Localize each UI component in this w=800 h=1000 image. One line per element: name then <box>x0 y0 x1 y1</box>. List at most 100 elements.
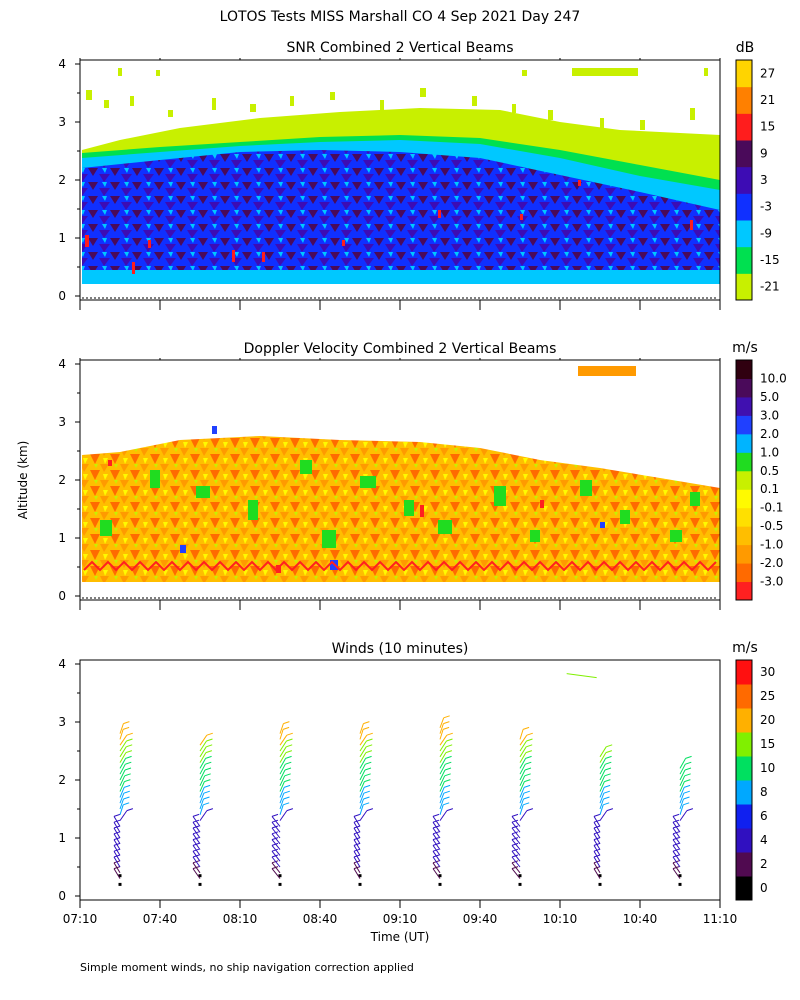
wind-barb <box>432 833 441 845</box>
wind-profile <box>353 721 374 886</box>
wind-barb <box>353 821 361 833</box>
y-tick-label: 4 <box>58 357 66 371</box>
wind-barb-flag <box>362 726 370 730</box>
y-tick-label: 3 <box>58 115 66 129</box>
wind-barb <box>199 781 205 792</box>
colorbar-swatch <box>736 452 752 472</box>
wind-barb <box>279 763 286 775</box>
wind-barb-flag <box>432 813 440 817</box>
wind-barb <box>672 816 681 827</box>
wind-barb-flag <box>444 767 452 771</box>
wind-barb-flag <box>204 767 212 771</box>
wind-barb <box>519 752 527 763</box>
wind-barb-flag <box>123 784 131 788</box>
wind-barb-flag <box>526 744 533 748</box>
wind-barb-flag <box>522 726 530 730</box>
wind-barb-flag <box>523 796 530 800</box>
colorbar-tick-label: 15 <box>760 120 775 134</box>
wind-barb <box>519 781 525 792</box>
wind-barb-flag <box>446 738 453 742</box>
wind-barb <box>119 769 126 781</box>
wind-barb <box>679 798 684 810</box>
colorbar-tick-label: 2.0 <box>760 427 779 441</box>
wind-barb-flag <box>192 813 200 817</box>
wind-barb <box>199 775 206 787</box>
snr-core-layer <box>82 150 720 270</box>
wind-barb-flag <box>684 767 692 771</box>
wind-barb <box>439 787 445 798</box>
wind-barb <box>359 804 364 815</box>
wind-barb <box>279 758 287 769</box>
wind-profile <box>511 726 534 886</box>
doppler-ground-clutter <box>83 560 717 572</box>
wind-barb-flag <box>525 750 533 754</box>
wind-barb <box>271 845 281 856</box>
wind-barb <box>432 821 441 833</box>
colorbar-tick-label: 15 <box>760 737 775 751</box>
wind-barb <box>119 723 124 734</box>
wind-barb <box>359 752 367 763</box>
wind-barb-flag <box>271 831 279 835</box>
wind-barb <box>439 758 447 769</box>
colorbar-swatch <box>736 660 752 685</box>
doppler-panel: Doppler Velocity Combined 2 Vertical Bea… <box>58 340 787 610</box>
doppler-colorbar-unit: m/s <box>732 340 758 356</box>
surface-marker <box>118 882 122 886</box>
wind-barb <box>439 729 444 740</box>
wind-barb-flag <box>523 802 530 806</box>
wind-barb <box>359 763 366 775</box>
y-tick-label: 0 <box>58 589 66 603</box>
wind-barb <box>271 833 281 845</box>
wind-barb-flag <box>271 819 279 823</box>
surface-marker <box>598 882 602 886</box>
surface-marker <box>358 882 362 886</box>
wind-barb-flag <box>443 784 451 788</box>
wind-barb <box>511 845 521 856</box>
wind-barb-flag <box>203 802 210 806</box>
colorbar-swatch <box>736 708 752 733</box>
wind-barb-flag <box>353 813 361 817</box>
wind-barb <box>679 781 685 792</box>
wind-barb-flag <box>366 808 374 812</box>
wind-barb <box>119 746 127 758</box>
wind-barbs <box>113 673 694 886</box>
wind-barb-flag <box>123 802 130 806</box>
wind-barb <box>192 827 201 839</box>
wind-barb-flag <box>271 825 279 829</box>
wind-barb <box>439 763 446 775</box>
wind-barb-flag <box>283 790 290 794</box>
wind-barb-flag <box>443 796 450 800</box>
wind-barb-flag <box>283 721 290 725</box>
wind-barb <box>511 850 521 862</box>
wind-barb <box>593 845 601 856</box>
wind-barb <box>439 769 446 781</box>
wind-barb <box>439 798 444 810</box>
wind-barb <box>271 839 281 850</box>
colorbar-swatch <box>736 489 752 509</box>
wind-barb-flag <box>363 796 370 800</box>
wind-barb <box>199 769 206 781</box>
wind-barb <box>359 810 368 821</box>
wind-barb <box>599 793 605 804</box>
wind-barb-flag <box>365 750 373 754</box>
wind-barb-flag <box>445 755 452 759</box>
wind-barb-flag <box>271 848 279 852</box>
colorbar-tick-label: 10.0 <box>760 371 787 385</box>
wind-barb <box>113 868 121 879</box>
wind-barb <box>511 821 521 833</box>
colorbar-swatch <box>736 756 752 781</box>
y-tick-label: 0 <box>58 289 66 303</box>
wind-barb <box>519 769 526 781</box>
wind-barb-flag <box>113 813 121 817</box>
colorbar-frame <box>735 59 753 301</box>
wind-barb <box>353 827 361 839</box>
wind-barb <box>113 845 121 856</box>
wind-barb-flag <box>271 813 279 817</box>
y-tick-label: 2 <box>58 773 66 787</box>
wind-barb-flag <box>126 738 133 742</box>
colorbar-tick-label: -0.5 <box>760 519 783 533</box>
wind-barb-flag <box>605 761 612 765</box>
wind-barb <box>359 769 366 781</box>
surface-marker <box>278 882 282 886</box>
